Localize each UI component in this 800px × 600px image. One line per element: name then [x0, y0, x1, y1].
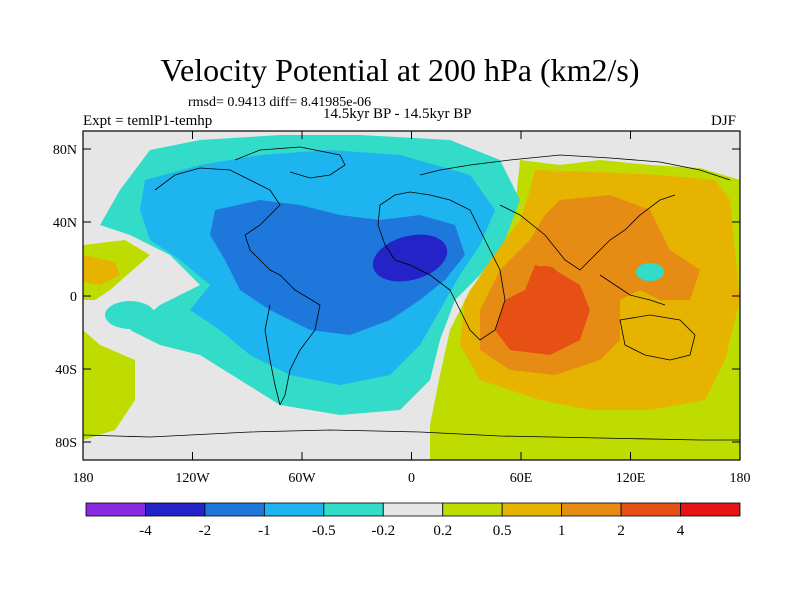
colorbar-label: -4 — [139, 523, 152, 539]
season-label: DJF — [711, 113, 737, 129]
x-tick-label: 0 — [408, 471, 415, 486]
colorbar-swatch — [561, 502, 622, 517]
x-axis: 180 120W 60W 0 60E 120E 180 — [73, 131, 751, 486]
coastlines — [83, 146, 740, 441]
colorbar-label: 1 — [558, 523, 566, 539]
y-tick-label: 80N — [53, 143, 77, 158]
y-tick-label: 40N — [53, 216, 77, 231]
x-tick-label: 120E — [616, 471, 646, 486]
colorbar-label: -2 — [199, 523, 212, 539]
colorbar-label: 4 — [677, 523, 685, 539]
x-tick-label: 180 — [730, 471, 751, 486]
contour-neg-0.2-pacific — [636, 263, 664, 281]
colorbar-swatch — [263, 502, 325, 517]
x-tick-label: 120W — [175, 471, 210, 486]
stats-label: rmsd= 0.9413 diff= 8.41985e-06 — [188, 95, 372, 110]
x-tick-label: 180 — [73, 471, 94, 486]
colorbar-label: 0.2 — [433, 523, 452, 539]
contour-field — [83, 131, 740, 460]
contour-pos-0.2-south — [83, 330, 135, 440]
y-tick-label: 40S — [55, 363, 77, 378]
y-tick-label: 80S — [55, 436, 77, 451]
contour-neg-1 — [210, 200, 465, 335]
colorbar-swatch — [204, 502, 265, 517]
colorbar-label: 0.5 — [493, 523, 512, 539]
contour-neg-2 — [372, 234, 448, 282]
contour-pos-2 — [495, 265, 590, 355]
contour-pos-2-small — [533, 266, 557, 280]
colorbar-swatch — [85, 502, 146, 517]
colorbar-label: 2 — [617, 523, 625, 539]
y-tick-label: 0 — [70, 290, 77, 305]
chart-title: Velocity Potential at 200 hPa (km2/s) — [160, 52, 640, 88]
x-tick-label: 60E — [510, 471, 533, 486]
colorbar-swatch — [323, 502, 384, 517]
colorbar-label: -0.2 — [371, 523, 395, 539]
contour-pos-0.5-west — [83, 255, 120, 285]
colorbar-label: -1 — [258, 523, 271, 539]
colorbar-swatch — [501, 502, 563, 517]
colorbar-swatch — [145, 502, 206, 517]
colorbar-swatch — [442, 502, 503, 517]
y-axis: 80N 40N 0 40S 80S — [53, 143, 740, 451]
colorbar-swatch — [680, 502, 741, 517]
colorbar-swatch — [382, 502, 444, 517]
experiment-label: Expt = temlP1-temhp — [83, 113, 213, 129]
colorbar: -4 -2 -1 -0.5 -0.2 0.2 0.5 1 2 4 — [85, 502, 741, 539]
period-label: 14.5kyr BP - 14.5kyr BP — [323, 106, 472, 122]
colorbar-label: -0.5 — [312, 523, 336, 539]
colorbar-swatch — [620, 502, 681, 517]
contour-neg-0.2-west — [105, 301, 155, 329]
x-tick-label: 60W — [288, 471, 316, 486]
